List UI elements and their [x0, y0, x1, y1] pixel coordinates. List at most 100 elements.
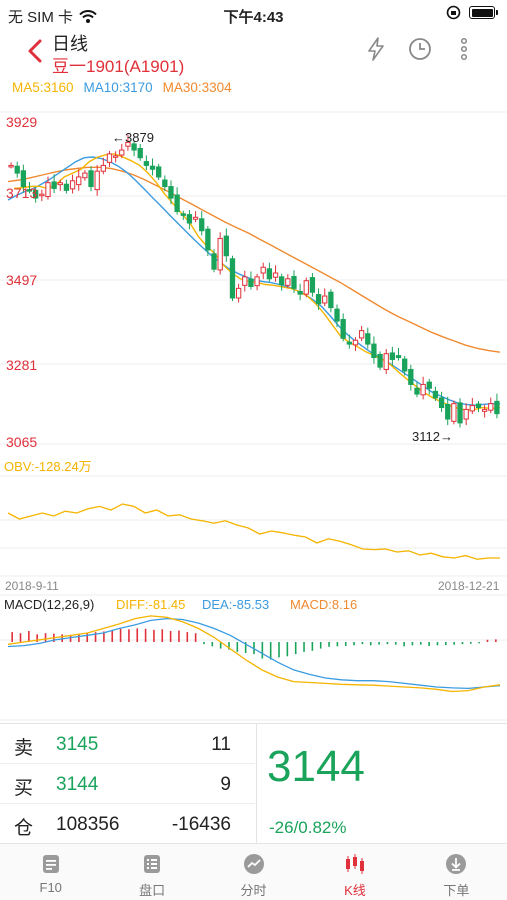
candle-body [20, 170, 27, 188]
price-label-4: 3281 [6, 357, 37, 373]
candle-body [211, 253, 217, 270]
candle-body [457, 402, 463, 424]
tab-f10[interactable]: F10 [0, 844, 101, 900]
candle-body [143, 161, 150, 166]
open-interest-row: 仓 108356 -16436 [0, 804, 255, 844]
date-end: 2018-12-21 [438, 579, 500, 593]
tab-label-kline: K线 [344, 883, 366, 898]
status-time: 下午4:43 [223, 9, 284, 26]
tab-label-place-order: 下单 [443, 883, 470, 898]
ma30-line [7, 166, 501, 353]
diff-line [7, 615, 501, 693]
candle-body [205, 228, 211, 251]
obv-label: OBV:-128.24万 [4, 459, 92, 474]
obv-line [7, 503, 500, 560]
contract-title[interactable]: 豆一1901(A1901) [52, 57, 185, 76]
candle-body [463, 408, 469, 420]
candle-body [254, 276, 260, 287]
candle-body [174, 194, 180, 213]
date-start: 2018-9-11 [5, 579, 59, 593]
more-options-icon[interactable] [451, 36, 477, 62]
tab-label-orderbook: 盘口 [139, 883, 166, 898]
candle-body [297, 290, 303, 295]
candlestick-icon [345, 854, 364, 874]
tab-orderbook[interactable]: 盘口 [101, 844, 202, 900]
candle-body [82, 172, 88, 179]
candle-body [26, 189, 33, 192]
candle-body [137, 148, 143, 159]
candle-body [469, 405, 475, 412]
period-title[interactable]: 日线 [52, 34, 88, 54]
candle-body [131, 143, 137, 151]
tab-bar: F10 盘口 分时 K线 下单 [0, 843, 507, 900]
price-label-2: 3713 [6, 185, 37, 201]
candle-body [371, 343, 377, 359]
candle-body [33, 189, 39, 199]
ma5-value: MA5:3160 [12, 80, 74, 95]
macd-label: MACD(12,26,9) [4, 597, 94, 612]
candle-body [352, 339, 359, 346]
sell-row[interactable]: 卖 3145 11 [0, 724, 255, 764]
orientation-lock-icon [446, 5, 461, 20]
candle-body [8, 164, 14, 168]
candle-body [51, 181, 57, 189]
candle-body [199, 218, 205, 232]
candle-body [383, 353, 389, 370]
back-chevron-icon[interactable] [22, 36, 48, 66]
buy-row[interactable]: 买 3144 9 [0, 764, 255, 804]
tab-place-order[interactable]: 下单 [406, 844, 507, 900]
candle-body [365, 333, 371, 345]
open-interest-change: -16436 [171, 814, 231, 835]
clock-icon[interactable] [407, 36, 433, 62]
macd-diff: DIFF:-81.45 [116, 597, 185, 612]
candle-body [395, 355, 402, 359]
candle-body [432, 390, 439, 399]
candle-body [156, 166, 162, 178]
macd-histogram [7, 615, 501, 693]
last-price-panel: 3144 -26/0.82% [256, 724, 507, 844]
tab-intraday[interactable]: 分时 [203, 844, 304, 900]
candle-body [272, 272, 279, 278]
buy-label: 买 [14, 778, 34, 799]
candle-body [149, 165, 156, 170]
status-bar: 无 SIM 卡 下午4:43 [0, 0, 507, 28]
candle-body [69, 180, 76, 190]
ma10-value: MA10:3170 [83, 80, 153, 95]
price-label-top: 3929 [6, 114, 37, 130]
nav-bar: 日线 豆一1901(A1901) [0, 28, 507, 76]
candle-body [494, 400, 500, 415]
candle-body [266, 268, 273, 280]
tab-kline[interactable]: K线 [304, 844, 405, 900]
candle-body [106, 153, 113, 163]
status-left: 无 SIM 卡 [8, 6, 97, 27]
candle-body [488, 403, 494, 411]
candle-body [235, 287, 242, 299]
candle-body [180, 213, 186, 216]
tab-label-intraday: 分时 [240, 883, 267, 898]
price-change: -26/0.82% [269, 818, 347, 837]
candle-body [119, 149, 125, 156]
ma30-value: MA30:3304 [162, 80, 232, 95]
order-book-icon [144, 855, 161, 873]
candle-body [242, 276, 248, 286]
candle-body [340, 319, 346, 339]
candle-body [291, 275, 297, 289]
buy-volume: 9 [220, 774, 231, 795]
kline-chart[interactable]: 3929 3713 3497 3281 3065 ←3879 3112→ OBV… [0, 100, 507, 722]
last-price: 3144 [267, 742, 365, 791]
tab-label-f10: F10 [39, 880, 62, 895]
candle-body [402, 358, 408, 372]
candle-body [328, 291, 334, 309]
candle-body [475, 403, 482, 408]
candle-body [279, 276, 285, 286]
candle-body [125, 141, 131, 147]
candle-body [334, 308, 340, 322]
candle-body [426, 381, 432, 389]
nav-actions [363, 36, 477, 62]
candle-body [223, 235, 229, 257]
candle-body [57, 182, 63, 186]
flash-trade-icon[interactable] [363, 36, 389, 62]
candle-body [303, 280, 309, 295]
candles [8, 134, 500, 428]
status-right [446, 5, 498, 20]
